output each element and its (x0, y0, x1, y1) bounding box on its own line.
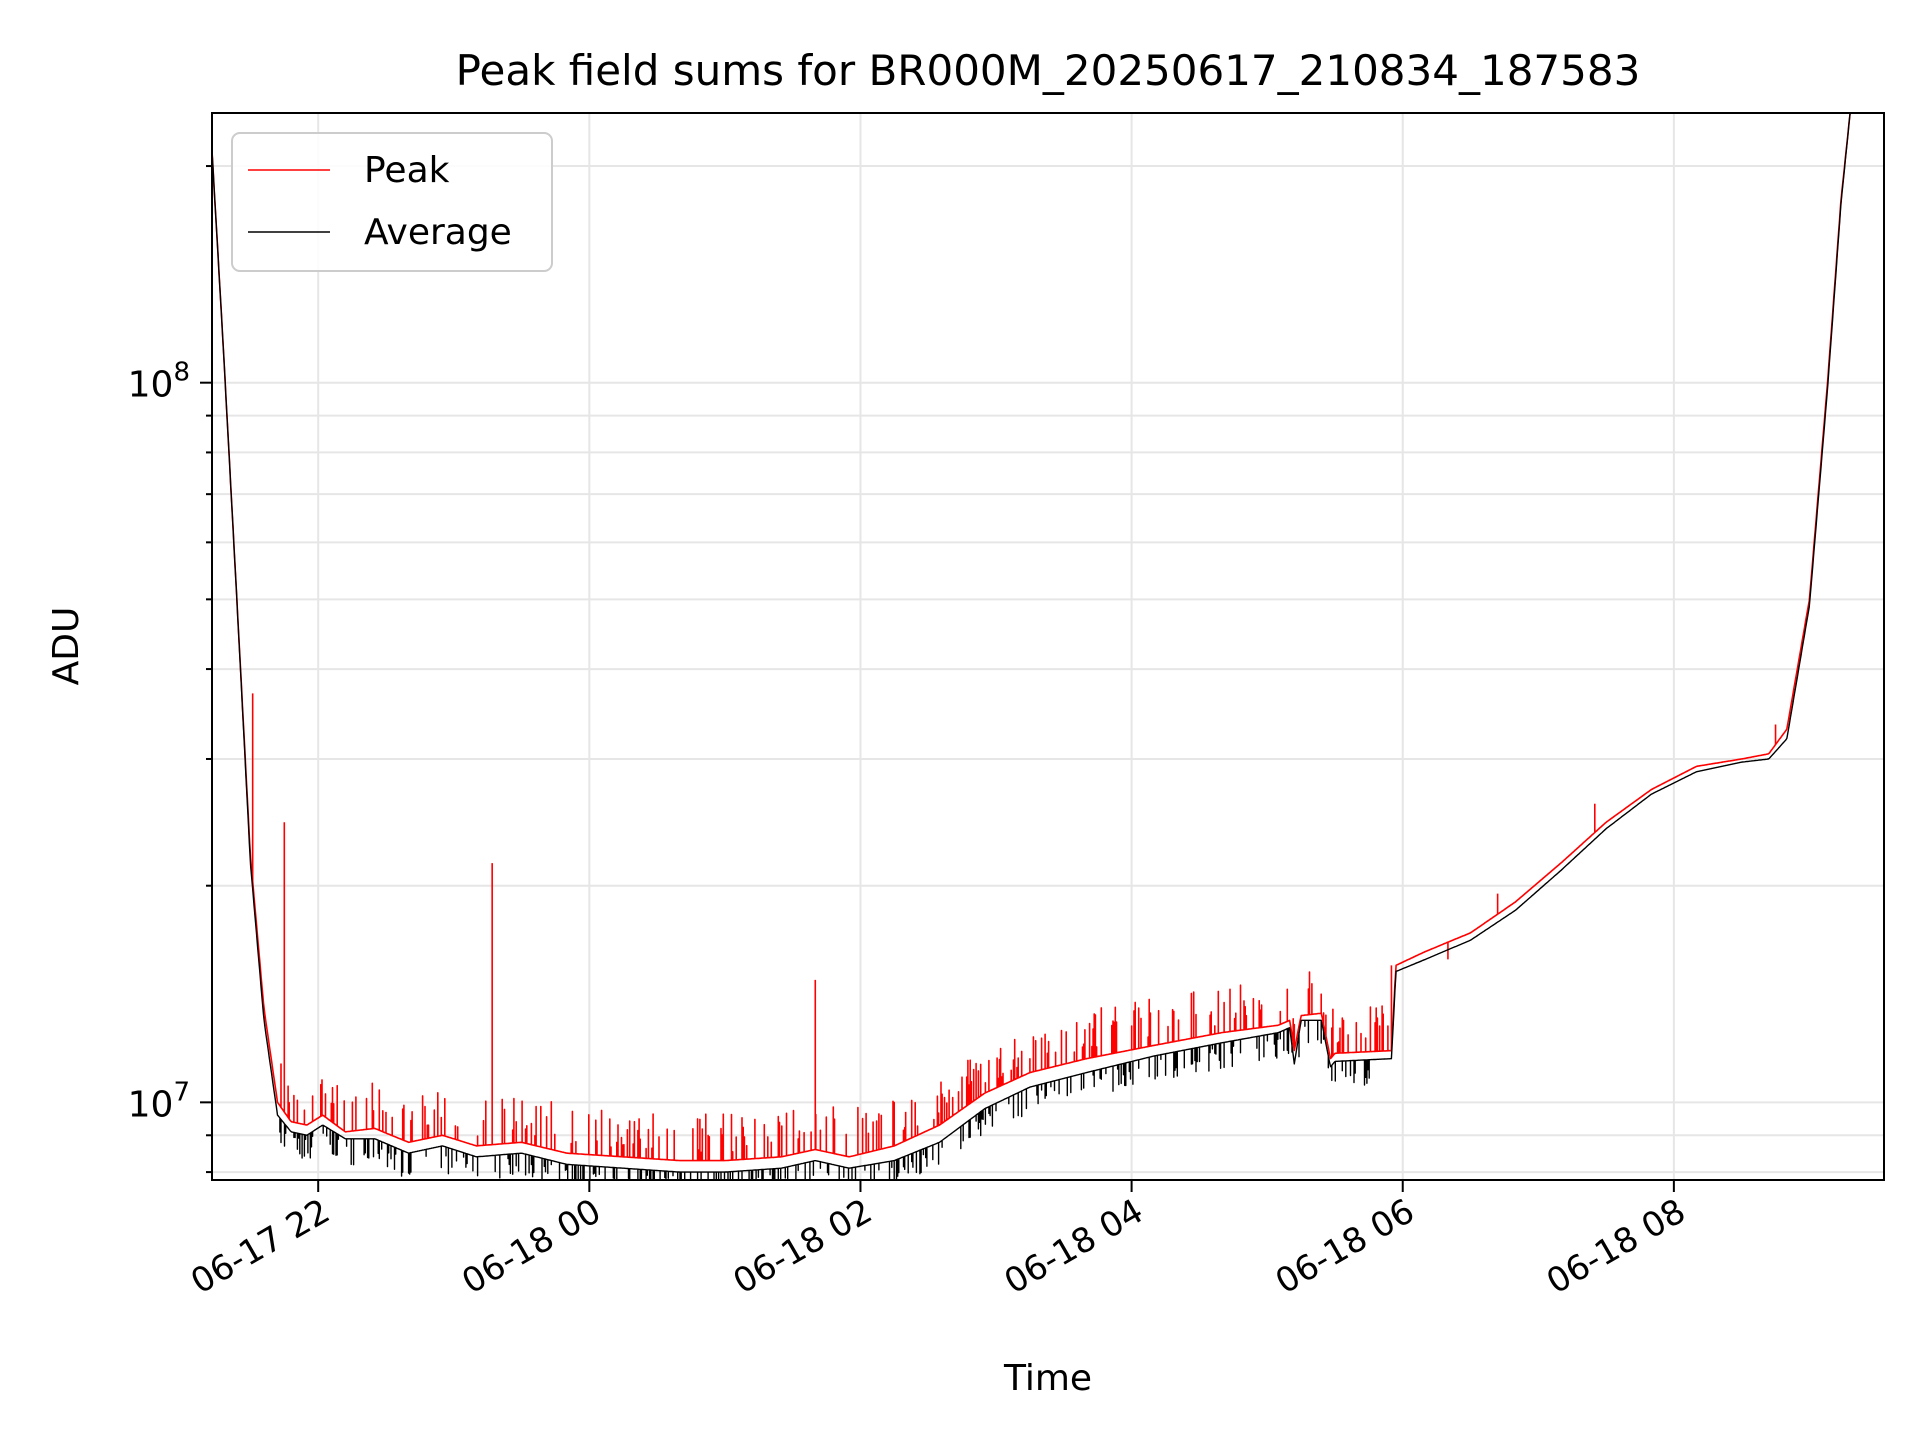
series-line-average (212, 113, 1851, 1180)
series-line-peak (212, 113, 1851, 1162)
grid (212, 113, 1884, 1180)
y-axis-label: ADU (46, 607, 87, 686)
plot-frame (211, 112, 1885, 1181)
legend-label-average: Average (364, 212, 512, 253)
legend: Peak Average (231, 132, 553, 272)
chart-title: Peak field sums for BR000M_20250617_2108… (456, 46, 1641, 95)
plot-area (212, 113, 1851, 1180)
y-tick-label: 108 (128, 358, 190, 406)
y-axis: 107 108 (128, 165, 212, 1174)
x-axis-label: Time (1003, 1358, 1092, 1399)
legend-box (231, 132, 553, 272)
y-tick-label: 107 (128, 1077, 190, 1125)
legend-label-peak: Peak (364, 150, 450, 191)
